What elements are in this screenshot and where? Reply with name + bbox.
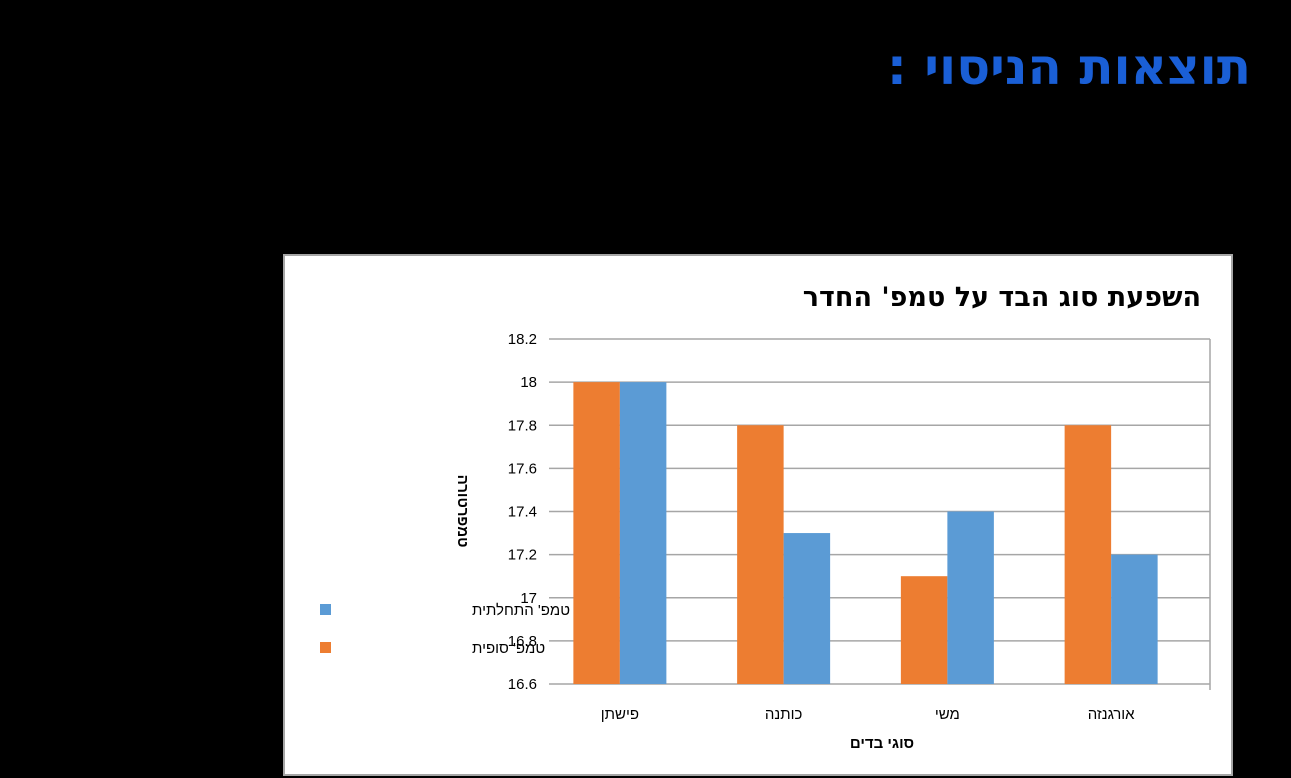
bars [573, 382, 1158, 684]
y-tick-label: 17 [520, 590, 537, 607]
y-tick-label: 18 [520, 374, 537, 391]
legend-label: טמפ' סופית [472, 640, 545, 657]
y-axis-ticks: 18.2 18 17.8 17.6 17.4 17.2 17 16.8 16.6 [508, 331, 537, 693]
legend-swatch [320, 604, 331, 615]
y-tick-label: 17.4 [508, 504, 537, 521]
x-tick-label: אורגנזה [1088, 706, 1135, 723]
x-axis-label: סוגי בדים [850, 735, 914, 752]
legend: טמפ' התחלתית טמפ' סופית [320, 602, 570, 657]
x-tick-label: כותנה [765, 706, 803, 723]
x-axis-ticks: פישתן כותנה משי אורגנזה [601, 706, 1135, 723]
bar [947, 511, 994, 684]
y-tick-label: 16.6 [508, 676, 537, 693]
legend-label: טמפ' התחלתית [472, 602, 570, 619]
y-tick-label: 18.2 [508, 331, 537, 348]
bar [900, 576, 948, 684]
bar [619, 382, 667, 684]
bar [1064, 425, 1112, 684]
bar [1111, 554, 1158, 684]
x-tick-label: פישתן [601, 706, 639, 723]
y-tick-label: 17.6 [508, 460, 537, 477]
bar [783, 533, 831, 684]
bar [573, 382, 620, 684]
y-axis-label: טמפרטורה [454, 475, 471, 548]
legend-swatch [320, 642, 331, 653]
bar [737, 425, 784, 684]
slide-title: תוצאות הניסוי : [886, 38, 1251, 96]
x-tick-label: משי [935, 706, 960, 723]
y-tick-label: 17.2 [508, 547, 537, 564]
y-tick-label: 16.8 [508, 633, 537, 650]
chart-title: השפעת סוג הבד על טמפ' החדר [802, 282, 1201, 313]
y-tick-label: 17.8 [508, 417, 537, 434]
